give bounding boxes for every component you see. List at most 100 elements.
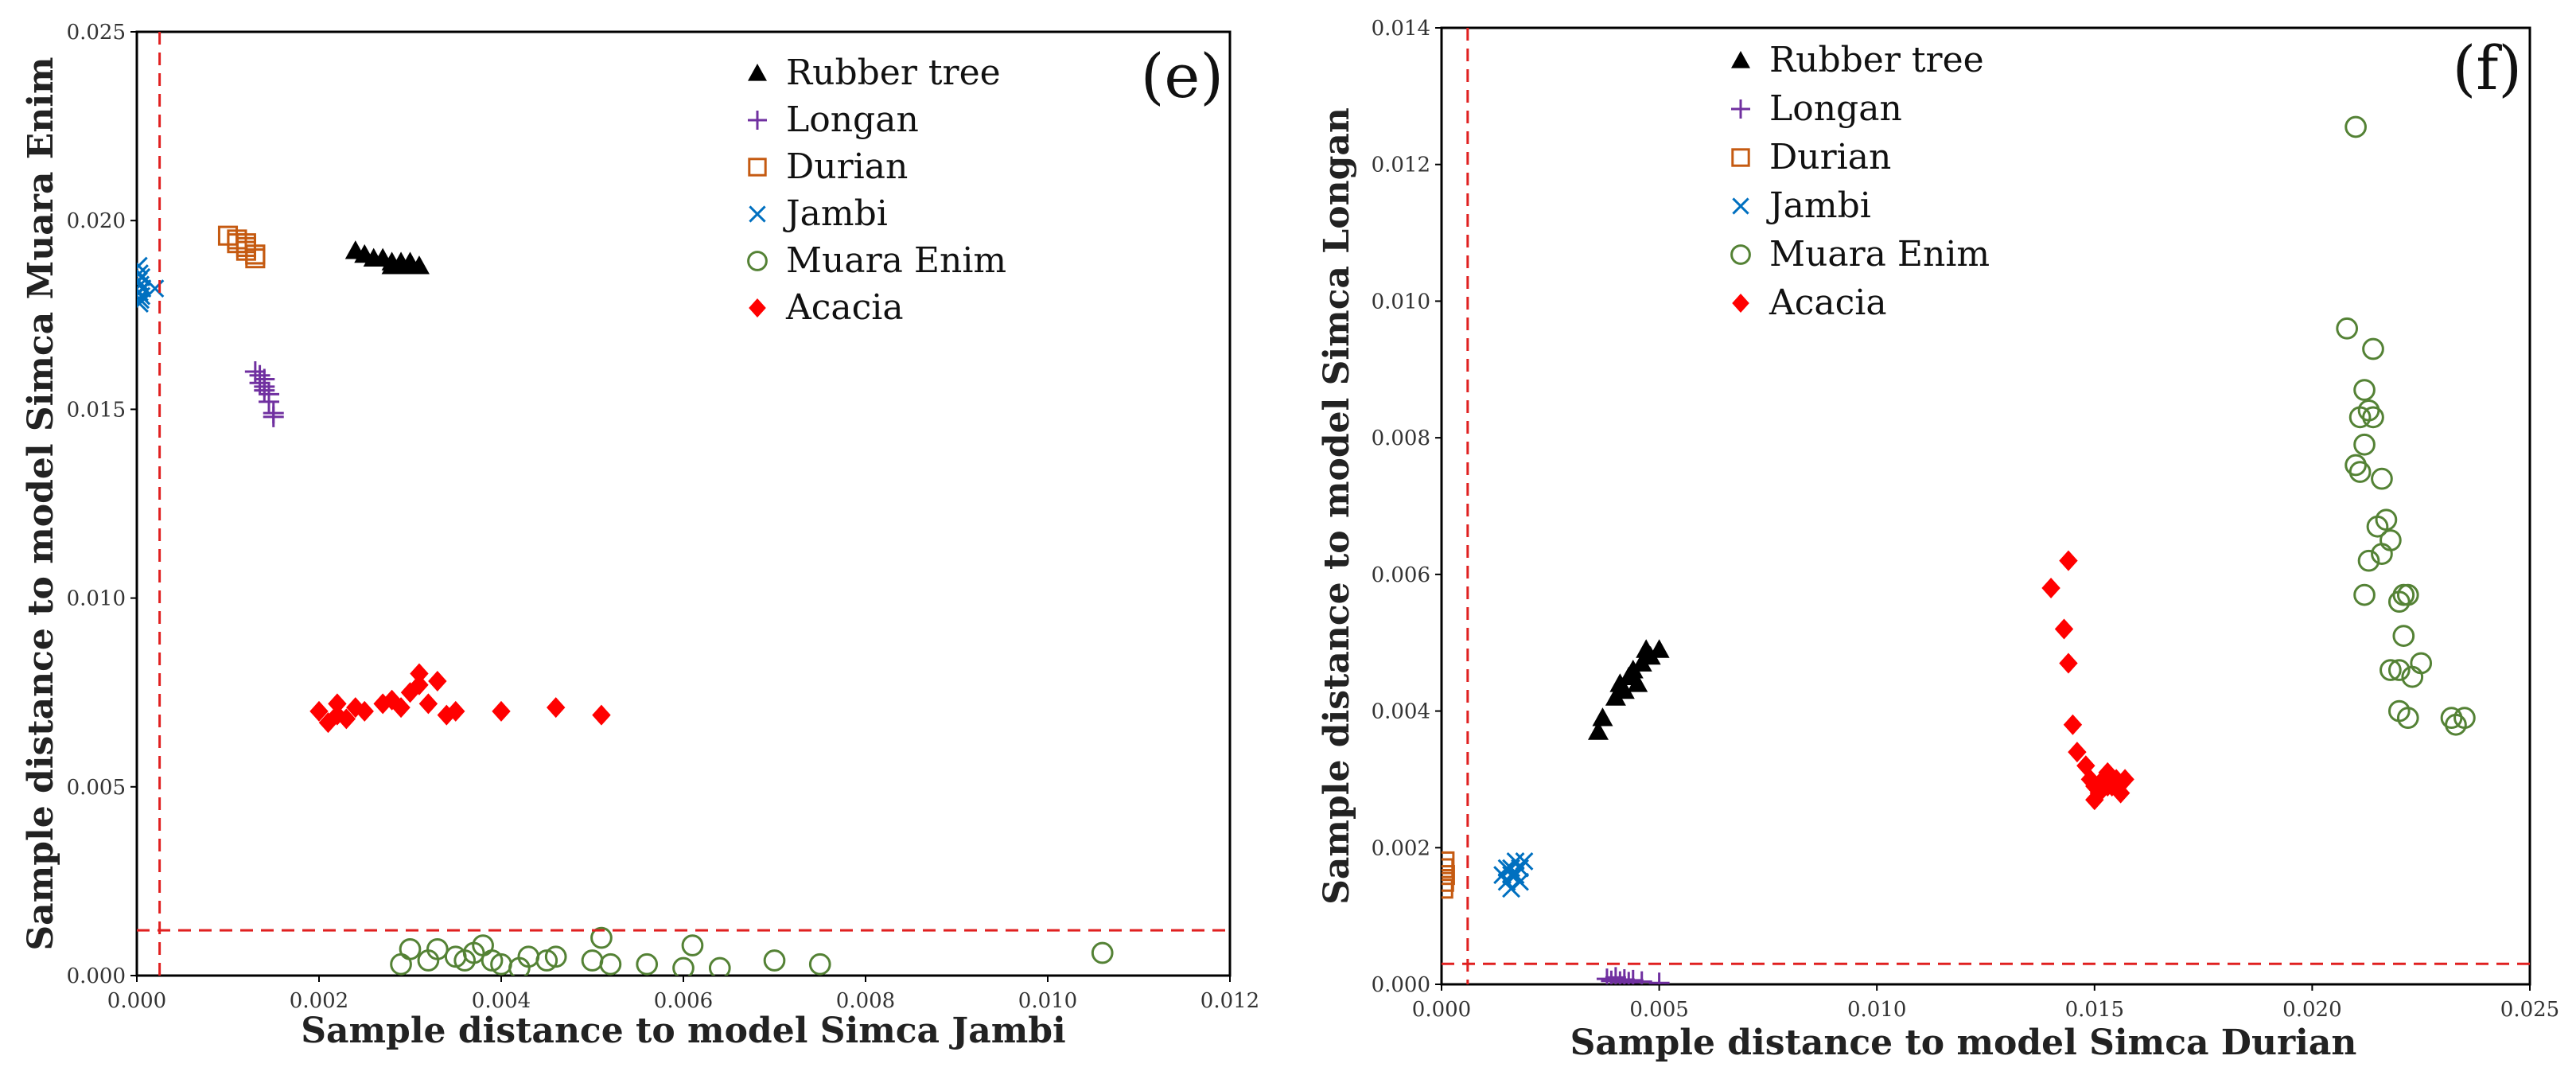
data-point-muara-enim bbox=[599, 952, 622, 976]
y-tick-label: 0.005 bbox=[67, 776, 126, 800]
data-point-muara-enim bbox=[2344, 454, 2367, 477]
data-point-muara-enim bbox=[2353, 379, 2376, 401]
data-point-acacia bbox=[410, 674, 429, 695]
legend-item-jambi: Jambi bbox=[1732, 185, 1871, 226]
y-tick-label: 0.000 bbox=[67, 964, 126, 988]
data-point-muara-enim bbox=[681, 934, 704, 956]
y-tick-label: 0.015 bbox=[67, 398, 126, 422]
series-longan bbox=[244, 360, 284, 427]
legend-marker-longan bbox=[1731, 99, 1750, 119]
data-point-acacia bbox=[547, 697, 566, 719]
y-tick-label: 0.012 bbox=[1372, 154, 1430, 177]
y-tick-label: 0.002 bbox=[1372, 836, 1430, 860]
series-longan bbox=[1596, 967, 1670, 984]
series-acacia bbox=[2041, 550, 2134, 811]
data-point-acacia bbox=[428, 670, 447, 691]
y-tick-label: 0.000 bbox=[1372, 973, 1430, 997]
series-jambi bbox=[137, 256, 165, 314]
data-point-longan bbox=[263, 406, 284, 427]
data-point-muara-enim bbox=[2371, 543, 2393, 565]
series-jambi bbox=[1493, 851, 1534, 898]
y-tick-label: 0.025 bbox=[67, 21, 126, 45]
data-point-muara-enim bbox=[2410, 652, 2433, 675]
data-point-acacia bbox=[309, 700, 329, 722]
plot-area-frame bbox=[135, 30, 1232, 977]
panel-label: (f) bbox=[2453, 33, 2522, 103]
data-point-muara-enim bbox=[2366, 515, 2389, 538]
data-point-rubber-tree bbox=[1613, 680, 1635, 699]
legend-item-muara-enim: Muara Enim bbox=[1730, 234, 1990, 275]
x-tick-label: 0.000 bbox=[107, 989, 166, 1013]
y-axis-title: Sample distance to model Simca Muara Eni… bbox=[21, 56, 61, 950]
data-point-jambi bbox=[137, 271, 147, 290]
data-point-longan bbox=[254, 380, 275, 401]
y-tick-label: 0.014 bbox=[1372, 17, 1430, 41]
panel-label: (e) bbox=[1141, 41, 1224, 111]
data-point-jambi bbox=[137, 294, 149, 314]
legend-label: Jambi bbox=[1766, 185, 1871, 226]
data-point-acacia bbox=[355, 700, 374, 722]
data-point-muara-enim bbox=[2396, 707, 2419, 730]
data-point-acacia bbox=[437, 704, 456, 726]
series-acacia bbox=[309, 663, 611, 734]
legend-item-longan: Longan bbox=[1731, 88, 1902, 129]
legend-marker-rubber-tree bbox=[748, 64, 767, 81]
data-point-muara-enim bbox=[2362, 406, 2384, 429]
data-point-jambi bbox=[1502, 866, 1521, 885]
chart-panel-e: 0.000 0.002 0.004 0.006 0.008 0.010 0.012 0.00… bbox=[21, 21, 1259, 1051]
legend-item-acacia: Acacia bbox=[1732, 282, 1887, 323]
legend-item-jambi: Jambi bbox=[749, 193, 888, 234]
data-point-muara-enim bbox=[2387, 590, 2411, 614]
data-point-muara-enim bbox=[581, 949, 604, 972]
data-point-muara-enim bbox=[426, 937, 449, 960]
data-point-muara-enim bbox=[1091, 941, 1114, 964]
legend-marker-acacia bbox=[749, 298, 766, 317]
data-point-muara-enim bbox=[544, 945, 567, 968]
data-point-muara-enim bbox=[2353, 583, 2376, 606]
y-axis-ticks: 0.000 0.002 0.004 0.006 0.008 0.010 0.012 0.014 bbox=[1372, 17, 1442, 997]
data-point-rubber-tree bbox=[1648, 639, 1670, 658]
x-tick-label: 0.015 bbox=[2065, 998, 2124, 1022]
data-point-jambi bbox=[1502, 879, 1521, 898]
data-point-acacia bbox=[2063, 714, 2083, 735]
y-axis-title: Sample distance to model Simca Longan bbox=[1317, 107, 1357, 905]
y-tick-label: 0.006 bbox=[1372, 563, 1430, 587]
data-point-acacia bbox=[391, 697, 411, 719]
data-point-acacia bbox=[337, 708, 356, 730]
data-point-acacia bbox=[2059, 550, 2078, 571]
data-point-longan bbox=[1596, 968, 1617, 984]
data-point-longan bbox=[1648, 972, 1670, 984]
data-point-longan bbox=[1631, 971, 1652, 984]
legend-label: Rubber tree bbox=[1769, 40, 1984, 80]
data-point-muara-enim bbox=[2348, 406, 2372, 429]
data-point-acacia bbox=[2085, 789, 2104, 811]
x-axis-ticks: 0.000 0.005 0.010 0.015 0.020 0.025 bbox=[1412, 984, 2559, 1022]
legend-item-longan: Longan bbox=[748, 99, 919, 140]
x-axis-title: Sample distance to model Simca Durian bbox=[1570, 1023, 2357, 1063]
data-point-acacia bbox=[2054, 618, 2074, 640]
data-point-jambi bbox=[137, 290, 150, 310]
x-tick-label: 0.002 bbox=[290, 989, 348, 1013]
data-point-muara-enim bbox=[2353, 433, 2376, 456]
legend-label: Durian bbox=[786, 146, 908, 187]
y-tick-label: 0.008 bbox=[1372, 427, 1430, 450]
legend-marker-durian bbox=[748, 158, 767, 177]
y-tick-label: 0.010 bbox=[67, 587, 126, 611]
data-point-jambi bbox=[137, 286, 151, 306]
data-point-acacia bbox=[446, 700, 465, 722]
series-durian bbox=[217, 225, 266, 269]
data-point-muara-enim bbox=[390, 952, 412, 976]
series-rubber-tree bbox=[1587, 639, 1670, 740]
x-tick-label: 0.010 bbox=[1847, 998, 1906, 1022]
data-point-muara-enim bbox=[763, 949, 786, 972]
legend: Rubber tree Longan Durian Jambi Muara Enim Ac… bbox=[1730, 40, 1990, 323]
data-point-acacia bbox=[2089, 782, 2108, 804]
data-point-acacia bbox=[410, 663, 429, 684]
legend-label: Acacia bbox=[785, 287, 904, 328]
data-point-muara-enim bbox=[2371, 467, 2393, 490]
legend-label: Jambi bbox=[783, 193, 888, 234]
data-point-longan bbox=[259, 391, 280, 412]
legend-marker-acacia bbox=[1732, 294, 1749, 313]
legend: Rubber tree Longan Durian Jambi Muara Enim Ac… bbox=[747, 53, 1006, 328]
